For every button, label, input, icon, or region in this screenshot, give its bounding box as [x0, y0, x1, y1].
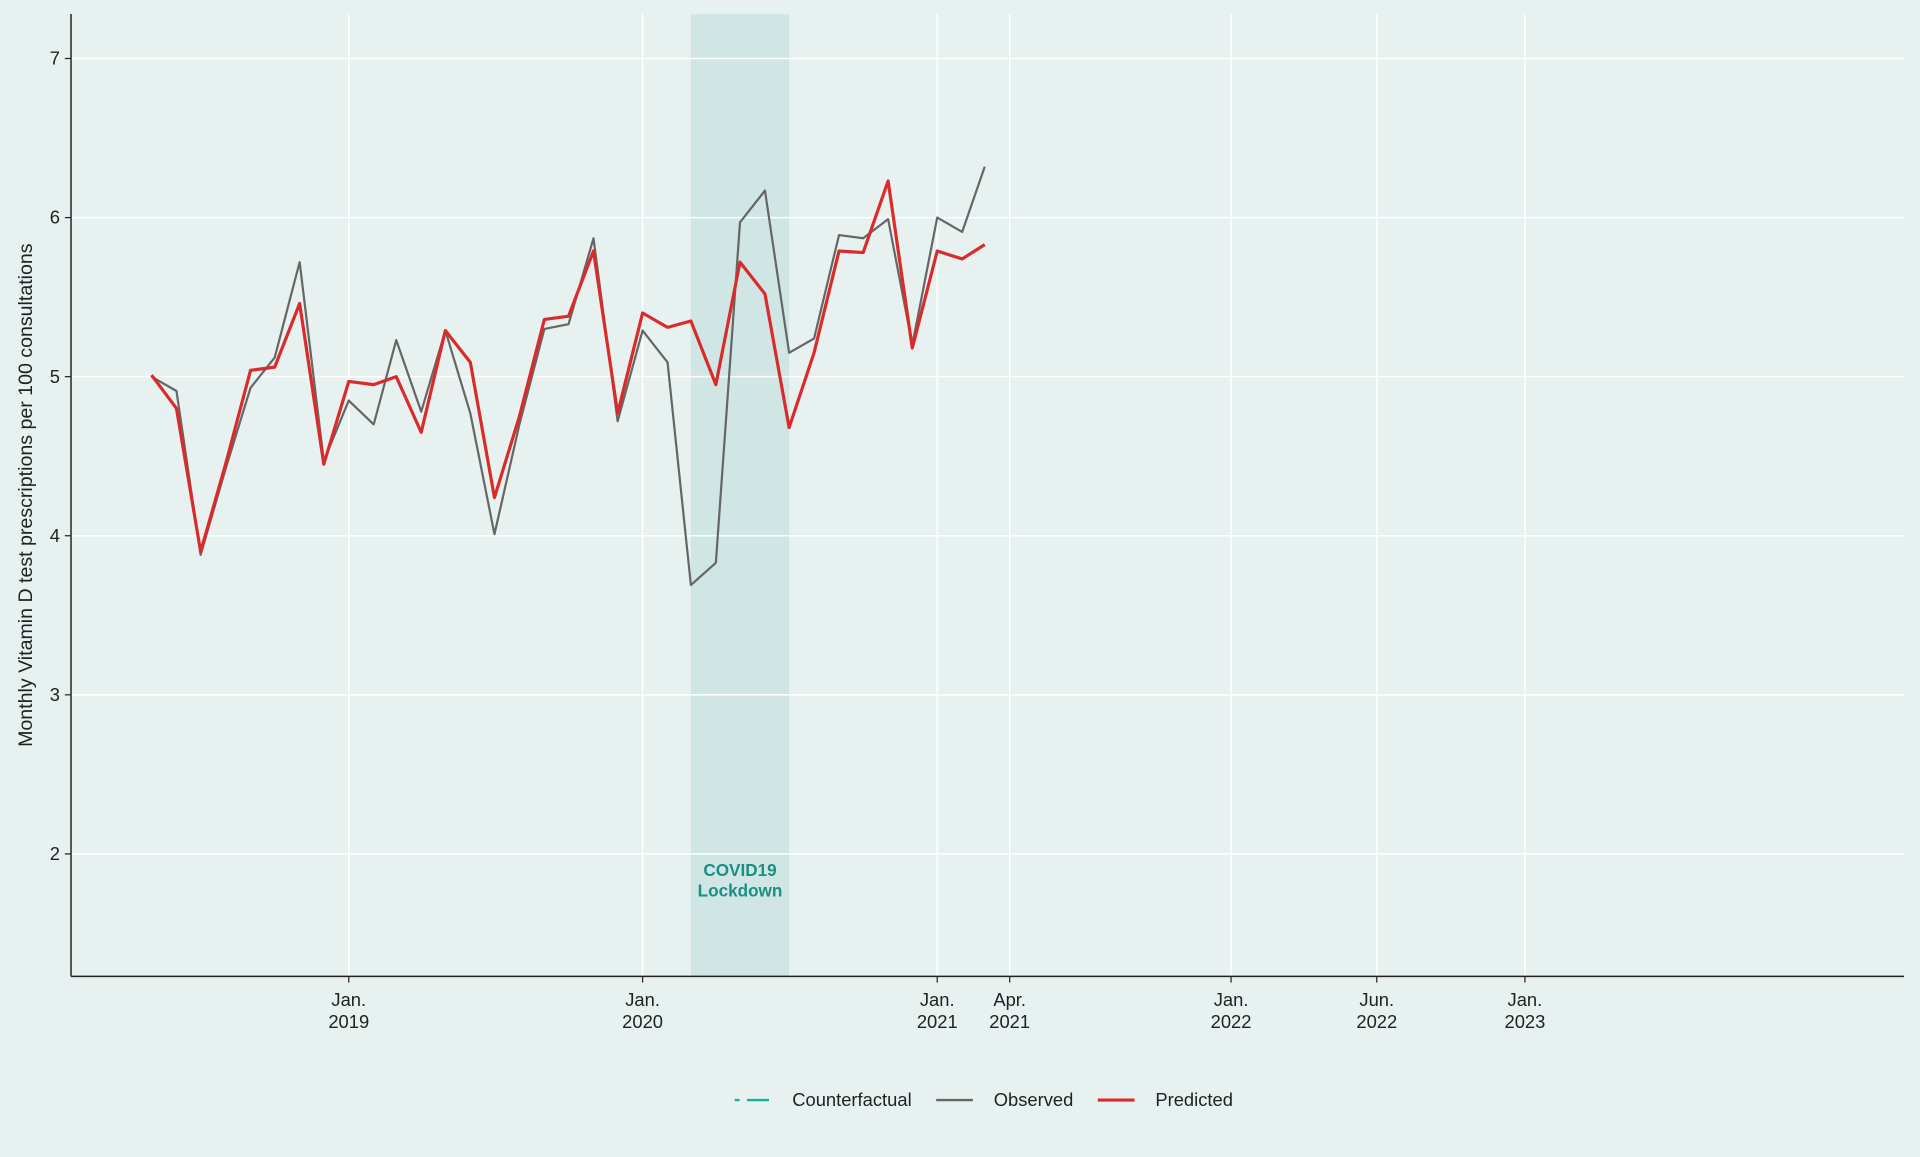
legend-item: Counterfactual — [734, 1089, 912, 1110]
y-tick-label: 5 — [50, 366, 60, 387]
region-label: COVID19 Lockdown — [698, 860, 783, 901]
legend-label: Counterfactual — [792, 1089, 911, 1110]
series-line — [150, 166, 986, 587]
y-tick-label: 3 — [50, 684, 60, 705]
legend-label: Observed — [994, 1089, 1074, 1110]
lockdown-region — [690, 13, 790, 977]
x-tick-label: Jan. 2023 — [1504, 989, 1545, 1032]
y-tick-label: 6 — [50, 207, 60, 228]
legend-item: Observed — [936, 1089, 1073, 1110]
legend-item: Predicted — [1097, 1089, 1233, 1110]
y-tick-label: 4 — [50, 525, 60, 546]
y-tick-label: 7 — [50, 48, 60, 69]
x-tick-label: Apr. 2021 — [989, 989, 1030, 1032]
x-tick-label: Jan. 2022 — [1211, 989, 1252, 1032]
x-tick-label: Jan. 2019 — [328, 989, 369, 1032]
y-tick-label: 2 — [50, 843, 60, 864]
legend-label: Predicted — [1155, 1089, 1233, 1110]
x-tick-label: Jan. 2020 — [622, 989, 663, 1032]
series-line — [150, 179, 986, 554]
x-tick-label: Jan. 2021 — [917, 989, 958, 1032]
x-tick-label: Jun. 2022 — [1356, 989, 1397, 1032]
y-axis-label: Monthly Vitamin D test prescriptions per… — [15, 243, 37, 747]
